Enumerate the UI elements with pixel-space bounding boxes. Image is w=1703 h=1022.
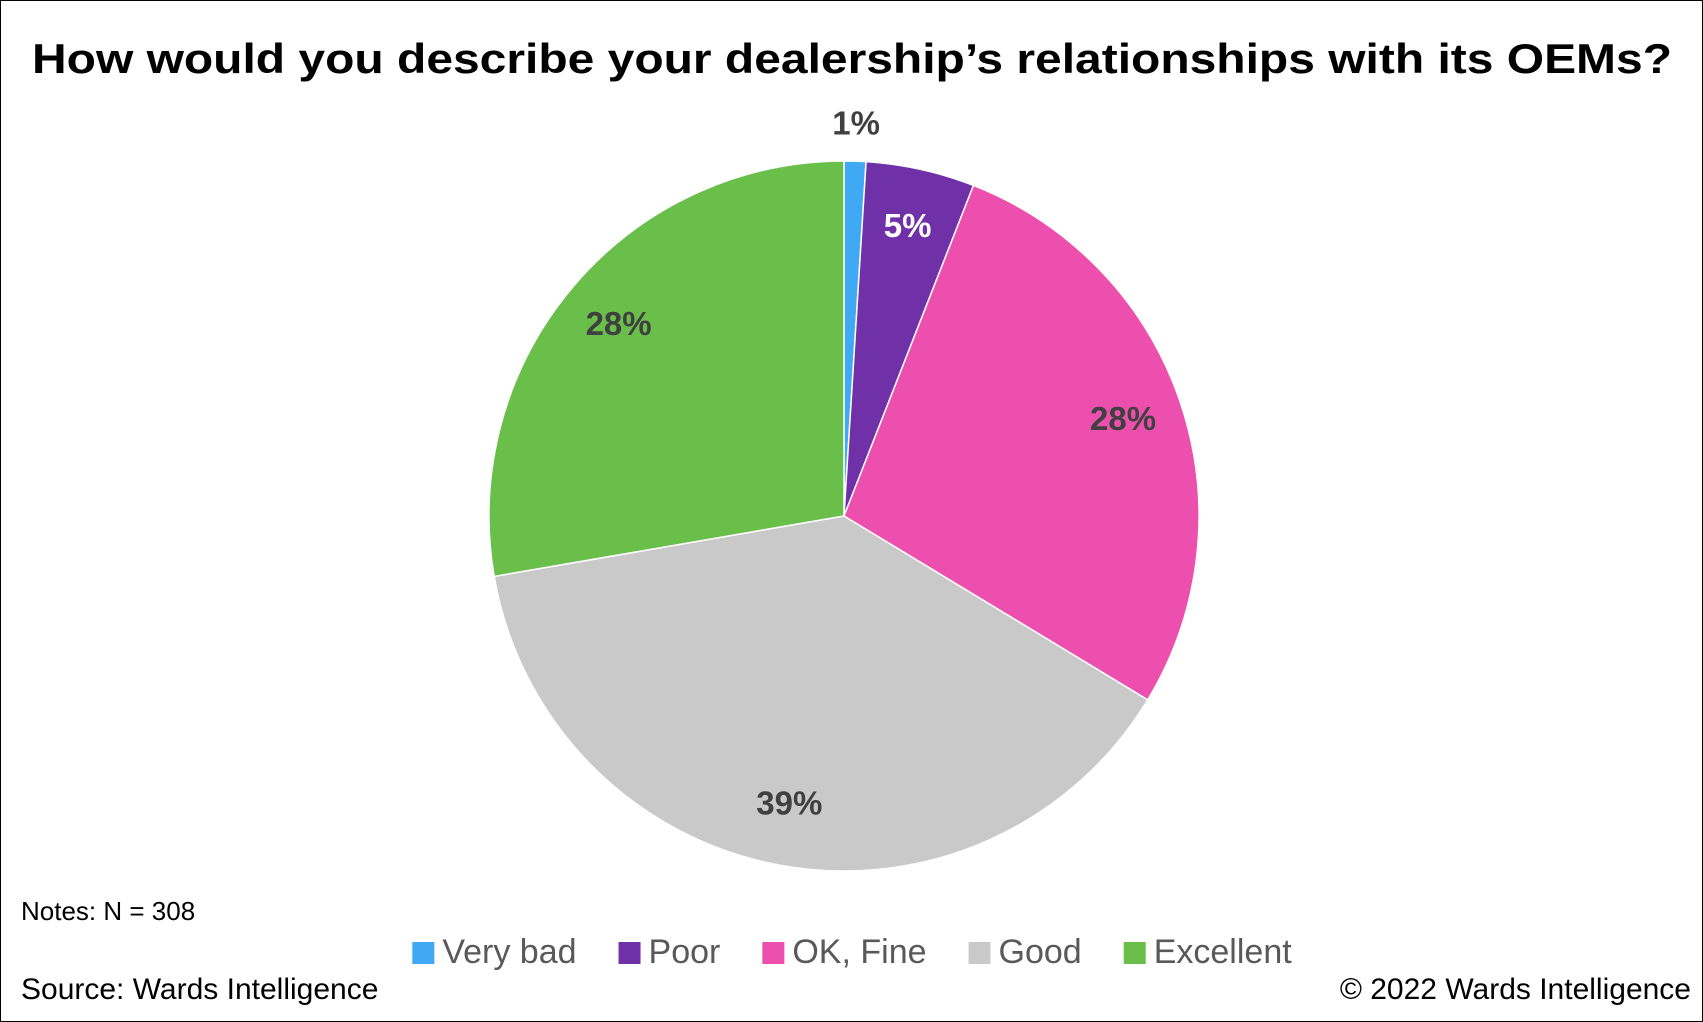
data-label: 28% (1090, 400, 1156, 437)
data-label: 28% (586, 305, 652, 342)
legend-label: Poor (649, 933, 721, 971)
legend-swatch (618, 942, 641, 964)
legend-swatch (1123, 942, 1146, 964)
copyright: © 2022 Wards Intelligence (1340, 973, 1691, 1006)
legend-swatch (412, 942, 435, 964)
pie-slice (493, 515, 1149, 872)
legend-label: Excellent (1154, 933, 1293, 971)
data-label: 5% (884, 207, 932, 244)
notes: Notes: N = 308 (21, 896, 195, 926)
legend-label: Good (999, 933, 1082, 971)
pie-slice (488, 160, 845, 578)
legend-label: OK, Fine (792, 933, 926, 971)
legend-label: Very bad (442, 933, 576, 971)
chart-title: How would you describe your dealership’s… (32, 35, 1672, 82)
legend-swatch (762, 942, 785, 964)
source: Source: Wards Intelligence (21, 973, 378, 1006)
pie-slice (843, 184, 1200, 701)
legend-swatch (968, 942, 991, 964)
data-label: 39% (756, 784, 822, 821)
data-label: 1% (832, 104, 880, 141)
